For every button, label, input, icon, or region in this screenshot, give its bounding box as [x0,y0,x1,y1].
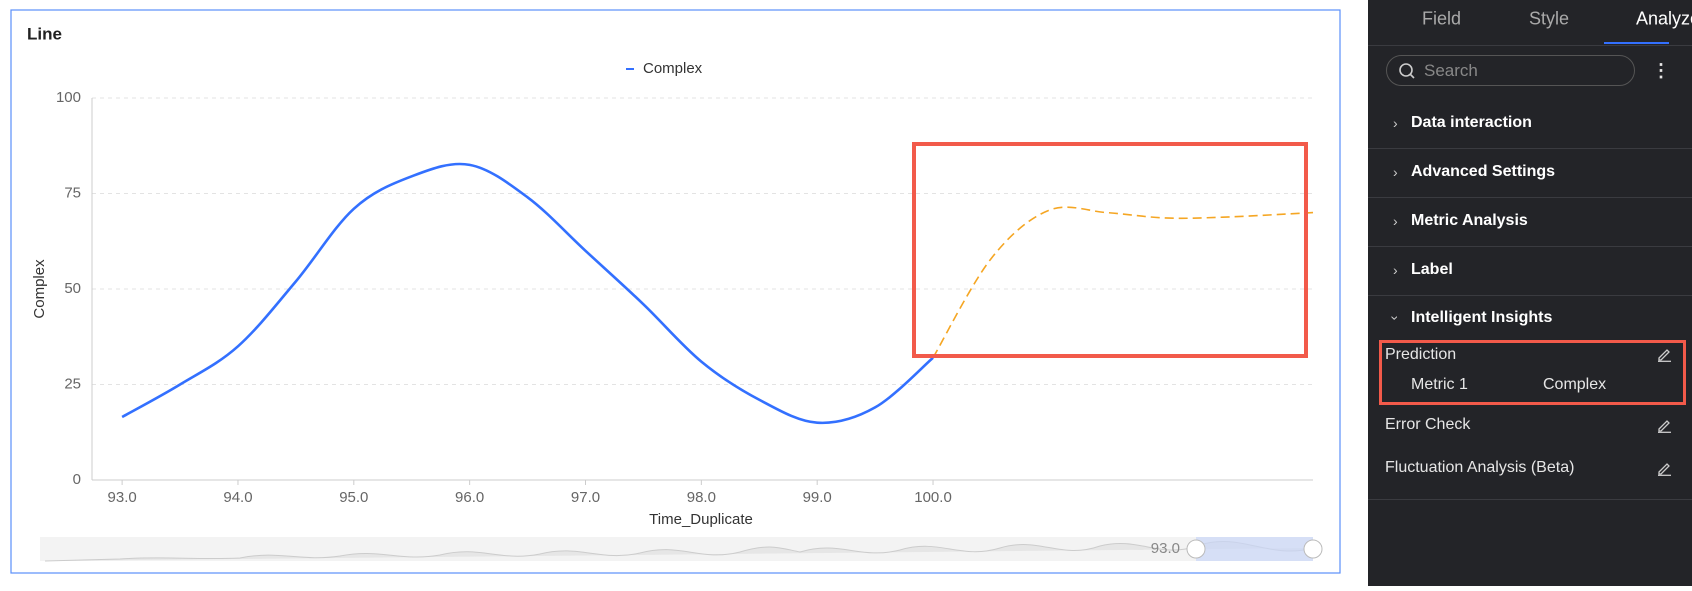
tab[interactable]: Analyze [1636,8,1692,29]
divider [1368,246,1692,247]
slider-label: 93.0 [1151,540,1180,557]
chart-frame [10,9,1341,574]
x-tick-label: 93.0 [108,489,137,506]
chevron[interactable]: › [1393,262,1398,278]
edit-icon[interactable] [1656,460,1672,476]
y-tick-label: 100 [56,89,81,106]
search-box[interactable] [1386,55,1635,86]
section-title[interactable]: Label [1411,261,1453,278]
x-tick-label: 95.0 [339,489,368,506]
chevron[interactable]: › [1393,164,1398,180]
divider [1368,148,1692,149]
chart-title: Line [27,24,62,43]
section-title[interactable]: Intelligent Insights [1411,309,1553,326]
slider-handle[interactable] [1303,539,1323,559]
x-tick-label: 98.0 [687,489,716,506]
line-series [121,162,934,425]
insight-title[interactable]: Prediction [1385,346,1457,363]
y-tick-label: 25 [64,375,81,392]
edit-icon[interactable] [1656,346,1672,362]
more-menu[interactable]: ⋮ [1652,60,1670,81]
slider-handle[interactable] [1186,539,1206,559]
settings-panel: Search ⋮ Field Style Analyze › Data interact… [1368,0,1692,586]
search-placeholder: Search [1424,61,1478,80]
y-tick-label: 0 [73,471,81,488]
section-title[interactable]: Data interaction [1411,114,1532,131]
divider [1368,45,1692,46]
divider [1368,295,1692,296]
slider-preview [44,541,1314,562]
tab[interactable]: Style [1529,8,1570,29]
legend-label: Complex [643,60,703,77]
x-axis-label: Time_Duplicate [649,511,753,528]
x-tick-label: 97.0 [571,489,600,506]
x-tick-label: 96.0 [455,489,484,506]
x-tick-label: 100.0 [914,489,952,506]
metric-label: Metric 1 [1411,376,1468,393]
section-title[interactable]: Metric Analysis [1411,212,1528,229]
chart: 0 25 50 75 100 93.0 94.0 95.0 96.0 97.0 98.0 99.0 10… [10,9,1341,574]
y-axis-label: Complex [31,259,48,319]
tab[interactable]: Field [1422,8,1462,29]
tab-underline [1604,42,1669,44]
highlight-box [1379,340,1686,405]
divider [1368,499,1692,500]
insight-title[interactable]: Fluctuation Analysis (Beta) [1385,459,1575,476]
metric-value: Complex [1543,376,1607,393]
edit-icon[interactable] [1656,417,1672,433]
x-tick-label: 94.0 [223,489,252,506]
section-title[interactable]: Advanced Settings [1411,163,1556,180]
chevron[interactable]: › [1387,315,1404,321]
insight-title[interactable]: Error Check [1385,416,1471,433]
x-tick-label: 99.0 [803,489,832,506]
chevron[interactable]: › [1393,213,1398,229]
slider-window[interactable] [1196,537,1313,561]
y-tick-label: 75 [64,184,81,201]
chevron[interactable]: › [1393,115,1398,131]
divider [1368,197,1692,198]
search-icon [1399,63,1415,79]
y-tick-label: 50 [64,280,81,297]
